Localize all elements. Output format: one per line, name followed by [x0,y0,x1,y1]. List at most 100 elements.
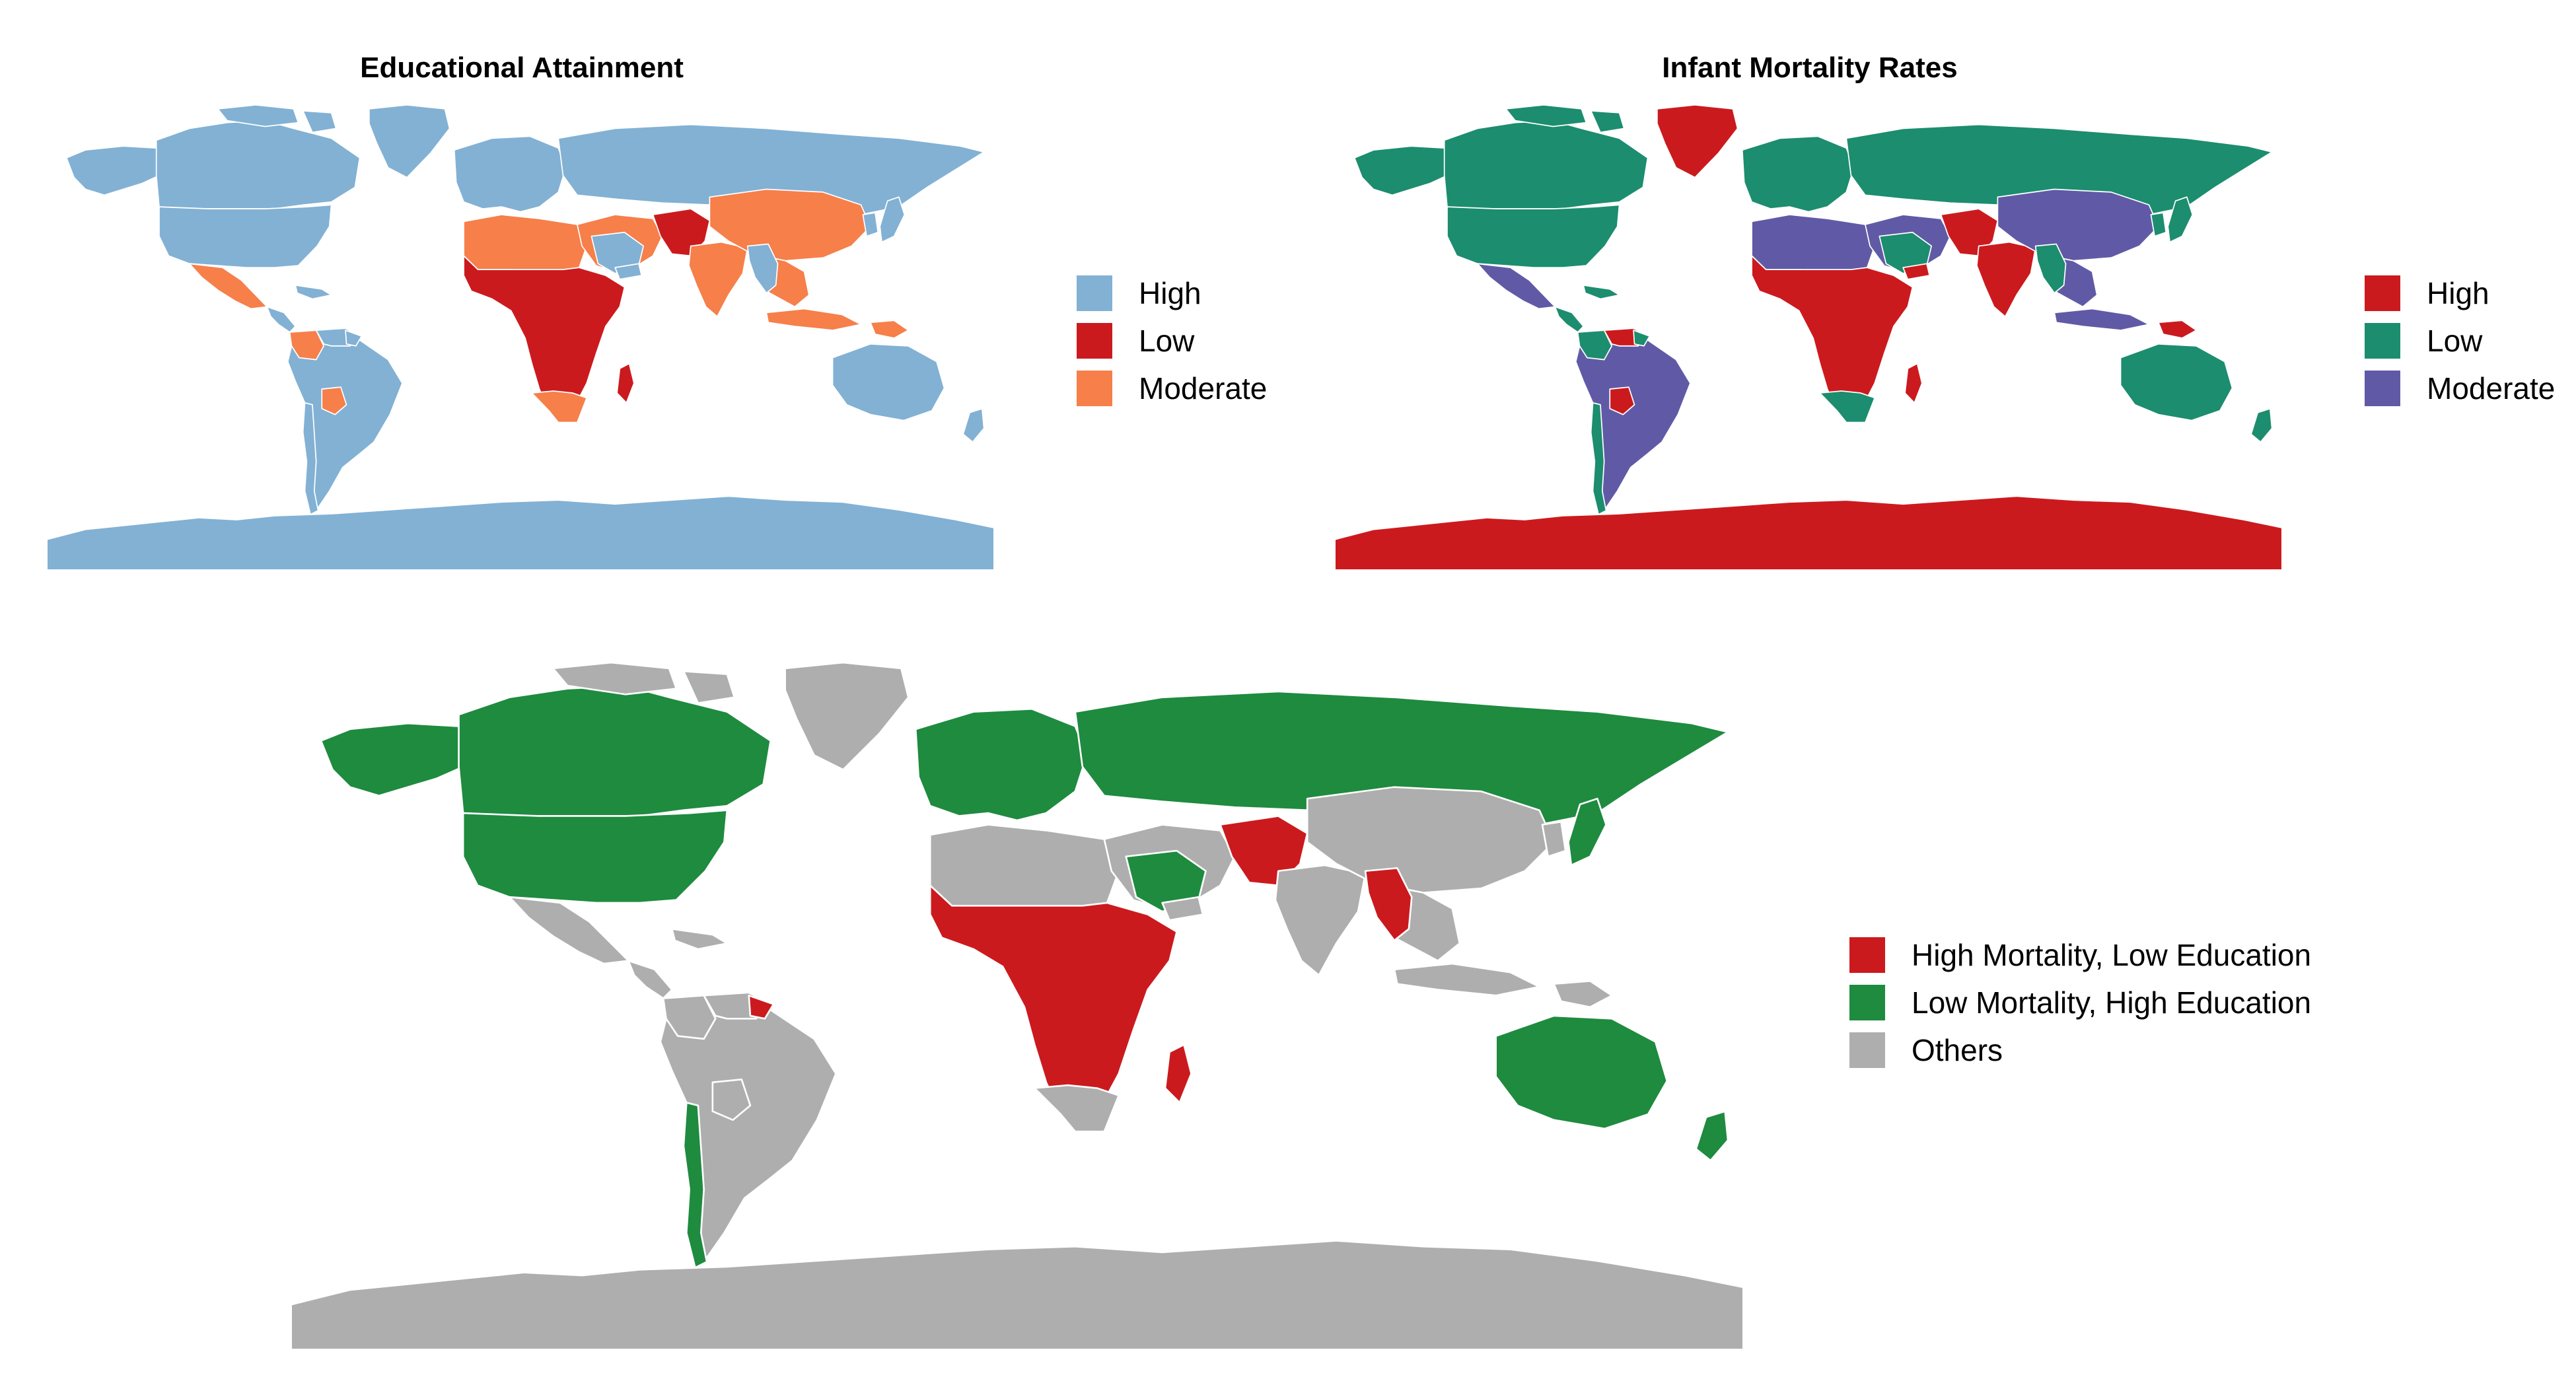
region-caribbean [295,284,332,300]
region-japan [1567,797,1607,867]
region-greenland [1657,104,1738,178]
region-australia [2120,343,2233,421]
legend-label: Moderate [2427,371,2556,406]
legend-swatch [1077,371,1112,406]
region-australia [832,343,945,421]
region-central-america [627,960,673,999]
region-europe [914,707,1088,822]
region-papua-new-guinea [869,320,909,339]
region-canada [1443,120,1649,210]
region-arctic-islands [1505,104,1625,133]
region-caribbean [671,928,729,950]
legend-label: Low [2427,324,2483,358]
region-guyana [345,330,363,347]
region-guyana [1633,330,1651,347]
region-china [1997,188,2159,262]
legend-item: Moderate [1077,365,1267,412]
legend-label: Others [1912,1033,2003,1067]
region-russia [557,124,985,215]
region-india [688,241,748,318]
legend-label: High [1139,276,1201,310]
region-japan [879,196,906,243]
region-arctic-islands [217,104,337,133]
region-canada [155,120,361,210]
legend-item: Moderate [2365,365,2555,412]
region-alaska [65,145,160,196]
region-southern-africa [531,390,588,423]
region-india [1976,241,2036,318]
region-korea [1541,820,1567,858]
region-papua-new-guinea [2157,320,2197,339]
region-madagascar [1164,1044,1192,1104]
legend-label: High Mortality, Low Education [1912,938,2312,972]
legend-swatch [1849,937,1885,973]
region-australia [1495,1014,1668,1130]
region-yemen [614,263,643,280]
region-antarctica [1336,497,2281,569]
region-north-africa [1751,214,1876,272]
legend-item: Low Mortality, High Education [1849,979,2311,1026]
region-usa [159,204,332,269]
region-southern-africa [1819,390,1876,423]
region-indonesia [766,308,862,331]
world-map-education [48,104,993,569]
region-mexico [188,263,268,310]
world-map-combined [292,661,1742,1349]
region-antarctica [48,497,993,569]
region-india [1274,864,1367,976]
legend-item: Low [1077,317,1267,365]
legend-item: Low [2365,317,2555,365]
region-south-america [287,339,403,511]
region-indonesia [2054,308,2150,331]
region-antarctica [292,1241,1742,1349]
legend-education: High Low Moderate [1077,269,1267,412]
region-madagascar [1904,363,1923,404]
legend-label: Low [1139,324,1195,358]
region-usa [462,809,729,904]
region-guyana [748,994,775,1020]
region-russia [1845,124,2273,215]
panel-title-mortality: Infant Mortality Rates [1662,52,1958,84]
legend-swatch [2365,323,2400,359]
region-bolivia [321,386,347,415]
region-korea [862,212,879,237]
region-madagascar [616,363,635,404]
region-south-america [1575,339,1691,511]
region-north-africa [463,214,588,272]
region-europe [1741,135,1855,213]
legend-item: High [1077,269,1267,317]
panel-title-education: Educational Attainment [360,52,684,84]
region-greenland [784,661,910,771]
legend-swatch [1077,323,1112,359]
region-china [1306,786,1555,894]
region-bolivia [711,1079,752,1121]
region-south-america [659,1009,837,1263]
legend-swatch [2365,275,2400,311]
region-mexico [1476,263,1556,310]
legend-item: High [2365,269,2555,317]
region-myanmar-laos [1364,867,1413,942]
region-central-america [266,306,297,333]
legend-label: Moderate [1139,371,1268,406]
region-caribbean [1583,284,1620,300]
region-chile [682,1102,708,1269]
region-papua-new-guinea [1553,980,1613,1009]
region-russia [1074,690,1729,826]
region-new-zealand [2250,408,2273,443]
region-arctic-islands [552,661,736,704]
legend-swatch [1849,1032,1885,1068]
region-korea [2150,212,2167,237]
region-bolivia [1609,386,1635,415]
region-myanmar-laos [2034,243,2067,294]
region-myanmar-laos [746,243,779,294]
region-chile [1590,402,1607,515]
legend-item: Others [1849,1026,2311,1074]
region-greenland [369,104,450,178]
world-map-mortality [1336,104,2281,569]
legend-label: Low Mortality, High Education [1912,985,2312,1020]
legend-label: High [2427,276,2489,310]
region-usa [1447,204,1620,269]
region-north-africa [929,824,1120,910]
region-canada [458,684,771,817]
legend-item: High Mortality, Low Education [1849,931,2311,979]
